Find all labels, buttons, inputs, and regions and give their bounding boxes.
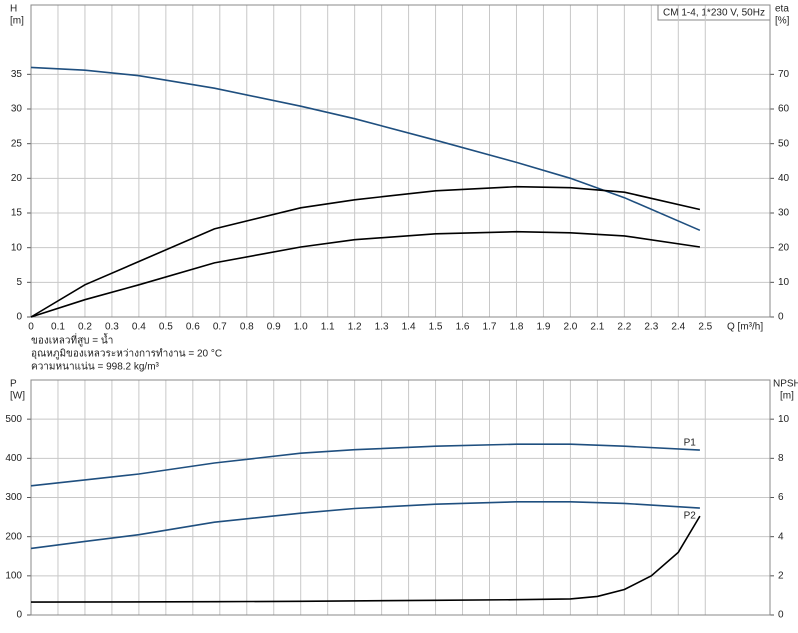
x-tick-label: 0.5 bbox=[159, 322, 173, 333]
y-tick-label: 35 bbox=[11, 69, 23, 80]
y2-tick-label: 40 bbox=[778, 173, 790, 184]
y2-tick-label: 10 bbox=[778, 277, 790, 288]
y-tick-label: 400 bbox=[5, 453, 22, 464]
x-tick-label: 0.7 bbox=[213, 322, 227, 333]
y2-tick-label: 70 bbox=[778, 69, 790, 80]
y-tick-label: 200 bbox=[5, 531, 22, 542]
x-tick-label: 0.9 bbox=[267, 322, 281, 333]
y-tick-label: 10 bbox=[11, 242, 23, 253]
x-tick-label: 0.1 bbox=[51, 322, 65, 333]
x-tick-label: 1.8 bbox=[510, 322, 524, 333]
y-tick-label: 0 bbox=[16, 312, 22, 323]
x-tick-label: 1.7 bbox=[483, 322, 497, 333]
y-tick-label: 300 bbox=[5, 492, 22, 503]
x-tick-label: 2.1 bbox=[590, 322, 604, 333]
x-tick-label: 1.0 bbox=[294, 322, 308, 333]
x-tick-label: 1.6 bbox=[456, 322, 470, 333]
y-tick-label: 100 bbox=[5, 570, 22, 581]
y2-label: eta bbox=[775, 4, 789, 15]
y2-tick-label: 8 bbox=[778, 453, 784, 464]
y2-tick-label: 30 bbox=[778, 208, 790, 219]
y-label: P bbox=[10, 379, 17, 390]
x-tick-label: 0 bbox=[28, 322, 34, 333]
curve-label: P1 bbox=[684, 438, 697, 449]
note: ความหนาแน่น = 998.2 kg/m³ bbox=[31, 362, 160, 373]
x-tick-label: 2.3 bbox=[644, 322, 658, 333]
y-tick-label: 15 bbox=[11, 208, 23, 219]
x-tick-label: 2.4 bbox=[671, 322, 685, 333]
y-tick-label: 0 bbox=[16, 610, 22, 621]
y2-tick-label: 50 bbox=[778, 138, 790, 149]
y2-tick-label: 0 bbox=[778, 312, 784, 323]
curve bbox=[30, 230, 701, 318]
curve-label: P2 bbox=[684, 511, 697, 522]
note: อุณหภูมิของเหลวระหว่างการทำงาน = 20 °C bbox=[31, 349, 222, 360]
plot-frame bbox=[30, 379, 771, 616]
curve bbox=[30, 443, 700, 487]
y-tick-label: 20 bbox=[11, 173, 23, 184]
x-tick-label: 2.0 bbox=[563, 322, 577, 333]
y-tick-label: 500 bbox=[5, 414, 22, 425]
curve bbox=[30, 515, 701, 603]
curve bbox=[30, 501, 700, 550]
y2-tick-label: 10 bbox=[778, 414, 790, 425]
x-label: Q [m³/h] bbox=[727, 322, 763, 333]
x-tick-label: 1.9 bbox=[536, 322, 550, 333]
x-tick-label: 0.6 bbox=[186, 322, 200, 333]
x-tick-label: 2.2 bbox=[617, 322, 631, 333]
x-tick-label: 1.4 bbox=[402, 322, 416, 333]
x-tick-label: 1.5 bbox=[429, 322, 443, 333]
y2-tick-label: 2 bbox=[778, 570, 784, 581]
x-tick-label: 0.4 bbox=[132, 322, 146, 333]
note: ของเหลวที่สูบ = น้ำ bbox=[31, 333, 113, 347]
x-tick-label: 2.5 bbox=[698, 322, 712, 333]
y-unit: [m] bbox=[10, 16, 24, 27]
y-tick-label: 25 bbox=[11, 138, 23, 149]
y2-tick-label: 0 bbox=[778, 610, 784, 621]
y2-unit: [m] bbox=[780, 391, 794, 402]
y2-tick-label: 4 bbox=[778, 531, 784, 542]
x-tick-label: 0.2 bbox=[78, 322, 92, 333]
plot-frame bbox=[30, 4, 771, 318]
y-tick-label: 5 bbox=[16, 277, 22, 288]
x-tick-label: 1.1 bbox=[321, 322, 335, 333]
y2-unit: [%] bbox=[775, 16, 790, 27]
chart-title: CM 1-4, 1*230 V, 50Hz bbox=[663, 8, 765, 19]
x-tick-label: 0.8 bbox=[240, 322, 254, 333]
y-tick-label: 30 bbox=[11, 104, 23, 115]
y2-tick-label: 20 bbox=[778, 242, 790, 253]
y-unit: [W] bbox=[10, 391, 25, 402]
y2-label: NPSH bbox=[773, 379, 798, 390]
x-tick-label: 0.3 bbox=[105, 322, 119, 333]
curve bbox=[30, 185, 701, 318]
x-tick-label: 1.3 bbox=[375, 322, 389, 333]
y2-tick-label: 60 bbox=[778, 104, 790, 115]
y-label: H bbox=[10, 4, 17, 15]
curve bbox=[30, 66, 701, 232]
y2-tick-label: 6 bbox=[778, 492, 784, 503]
x-tick-label: 1.2 bbox=[348, 322, 362, 333]
